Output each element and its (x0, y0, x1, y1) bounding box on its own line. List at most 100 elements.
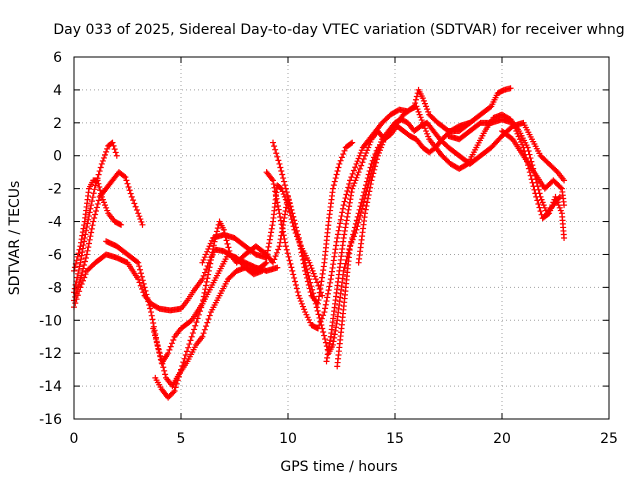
data-point (549, 202, 556, 209)
data-point (372, 163, 379, 170)
data-point (158, 357, 165, 364)
data-point (380, 139, 387, 146)
data-point (280, 228, 287, 235)
data-point (100, 199, 107, 206)
data-point (320, 329, 327, 336)
data-point (421, 125, 428, 132)
data-point (414, 106, 421, 113)
data-point (104, 145, 111, 152)
data-point (204, 248, 211, 255)
data-point (74, 274, 81, 281)
data-point (366, 188, 373, 195)
data-point (375, 149, 382, 156)
data-point (314, 325, 321, 332)
data-points (71, 85, 568, 401)
data-point (378, 144, 385, 151)
data-point (72, 300, 79, 307)
data-point (281, 215, 288, 222)
data-point (331, 331, 338, 338)
data-point (302, 267, 309, 274)
data-point (358, 205, 365, 212)
data-point (362, 210, 369, 217)
data-point (94, 200, 101, 207)
data-point (206, 264, 213, 271)
data-point (332, 324, 339, 331)
data-point (149, 316, 156, 323)
data-point (288, 264, 295, 271)
chart-title: Day 033 of 2025, Sidereal Day-to-day VTE… (53, 22, 624, 38)
series-satellite-track-10 (270, 139, 356, 307)
data-point (88, 202, 95, 209)
data-point (348, 239, 355, 246)
data-point (307, 319, 314, 326)
data-point (536, 204, 543, 211)
data-point (341, 147, 348, 154)
data-point (325, 344, 332, 351)
data-point (335, 164, 342, 171)
data-point (286, 199, 293, 206)
data-point (148, 312, 155, 319)
data-point (363, 203, 370, 210)
data-point (81, 262, 88, 269)
data-point (131, 200, 138, 207)
data-point (150, 325, 157, 332)
data-point (518, 139, 525, 146)
data-point (208, 237, 215, 244)
data-point (349, 170, 356, 177)
data-point (545, 211, 552, 218)
data-point (358, 162, 365, 169)
data-point (274, 264, 281, 271)
data-point (349, 185, 356, 192)
data-point (135, 259, 142, 266)
data-point (537, 208, 544, 215)
data-point (147, 305, 154, 312)
data-point (125, 183, 132, 190)
data-point (276, 243, 283, 250)
series-satellite-track-15 (499, 128, 568, 209)
data-point (165, 350, 172, 357)
data-point (298, 300, 305, 307)
y-tick-label: -12 (39, 346, 62, 362)
data-point (137, 270, 144, 277)
data-point (345, 206, 352, 213)
data-point (289, 267, 296, 274)
data-point (272, 146, 279, 153)
data-point (364, 195, 371, 202)
data-point (294, 231, 301, 238)
y-axis-label: SDTVAR / TECUs (7, 181, 23, 296)
data-point (293, 285, 300, 292)
data-point (279, 188, 286, 195)
data-point (509, 119, 516, 126)
data-point (553, 196, 560, 203)
data-point (298, 249, 305, 256)
data-point (515, 133, 522, 140)
data-point (316, 322, 323, 329)
data-point (305, 316, 312, 323)
data-point (292, 278, 299, 285)
data-point (423, 103, 430, 110)
x-tick-label: 10 (279, 431, 297, 447)
data-point (174, 377, 181, 384)
data-point (339, 205, 346, 212)
data-point (200, 330, 207, 337)
data-point (78, 272, 85, 279)
data-point (512, 125, 519, 132)
data-point (201, 254, 208, 261)
data-point (417, 114, 424, 121)
y-tick-label: 0 (53, 149, 62, 165)
data-point (76, 246, 83, 253)
data-point (367, 181, 374, 188)
data-point (181, 355, 188, 362)
data-point (166, 346, 173, 353)
data-point (353, 160, 360, 167)
data-point (356, 165, 363, 172)
data-point (278, 168, 285, 175)
data-point (295, 235, 302, 241)
data-point (109, 139, 116, 146)
data-point (135, 276, 142, 283)
x-tick-label: 5 (177, 431, 186, 447)
data-point (152, 332, 159, 339)
data-point (280, 175, 287, 182)
data-point (279, 171, 286, 178)
data-point (355, 169, 362, 176)
